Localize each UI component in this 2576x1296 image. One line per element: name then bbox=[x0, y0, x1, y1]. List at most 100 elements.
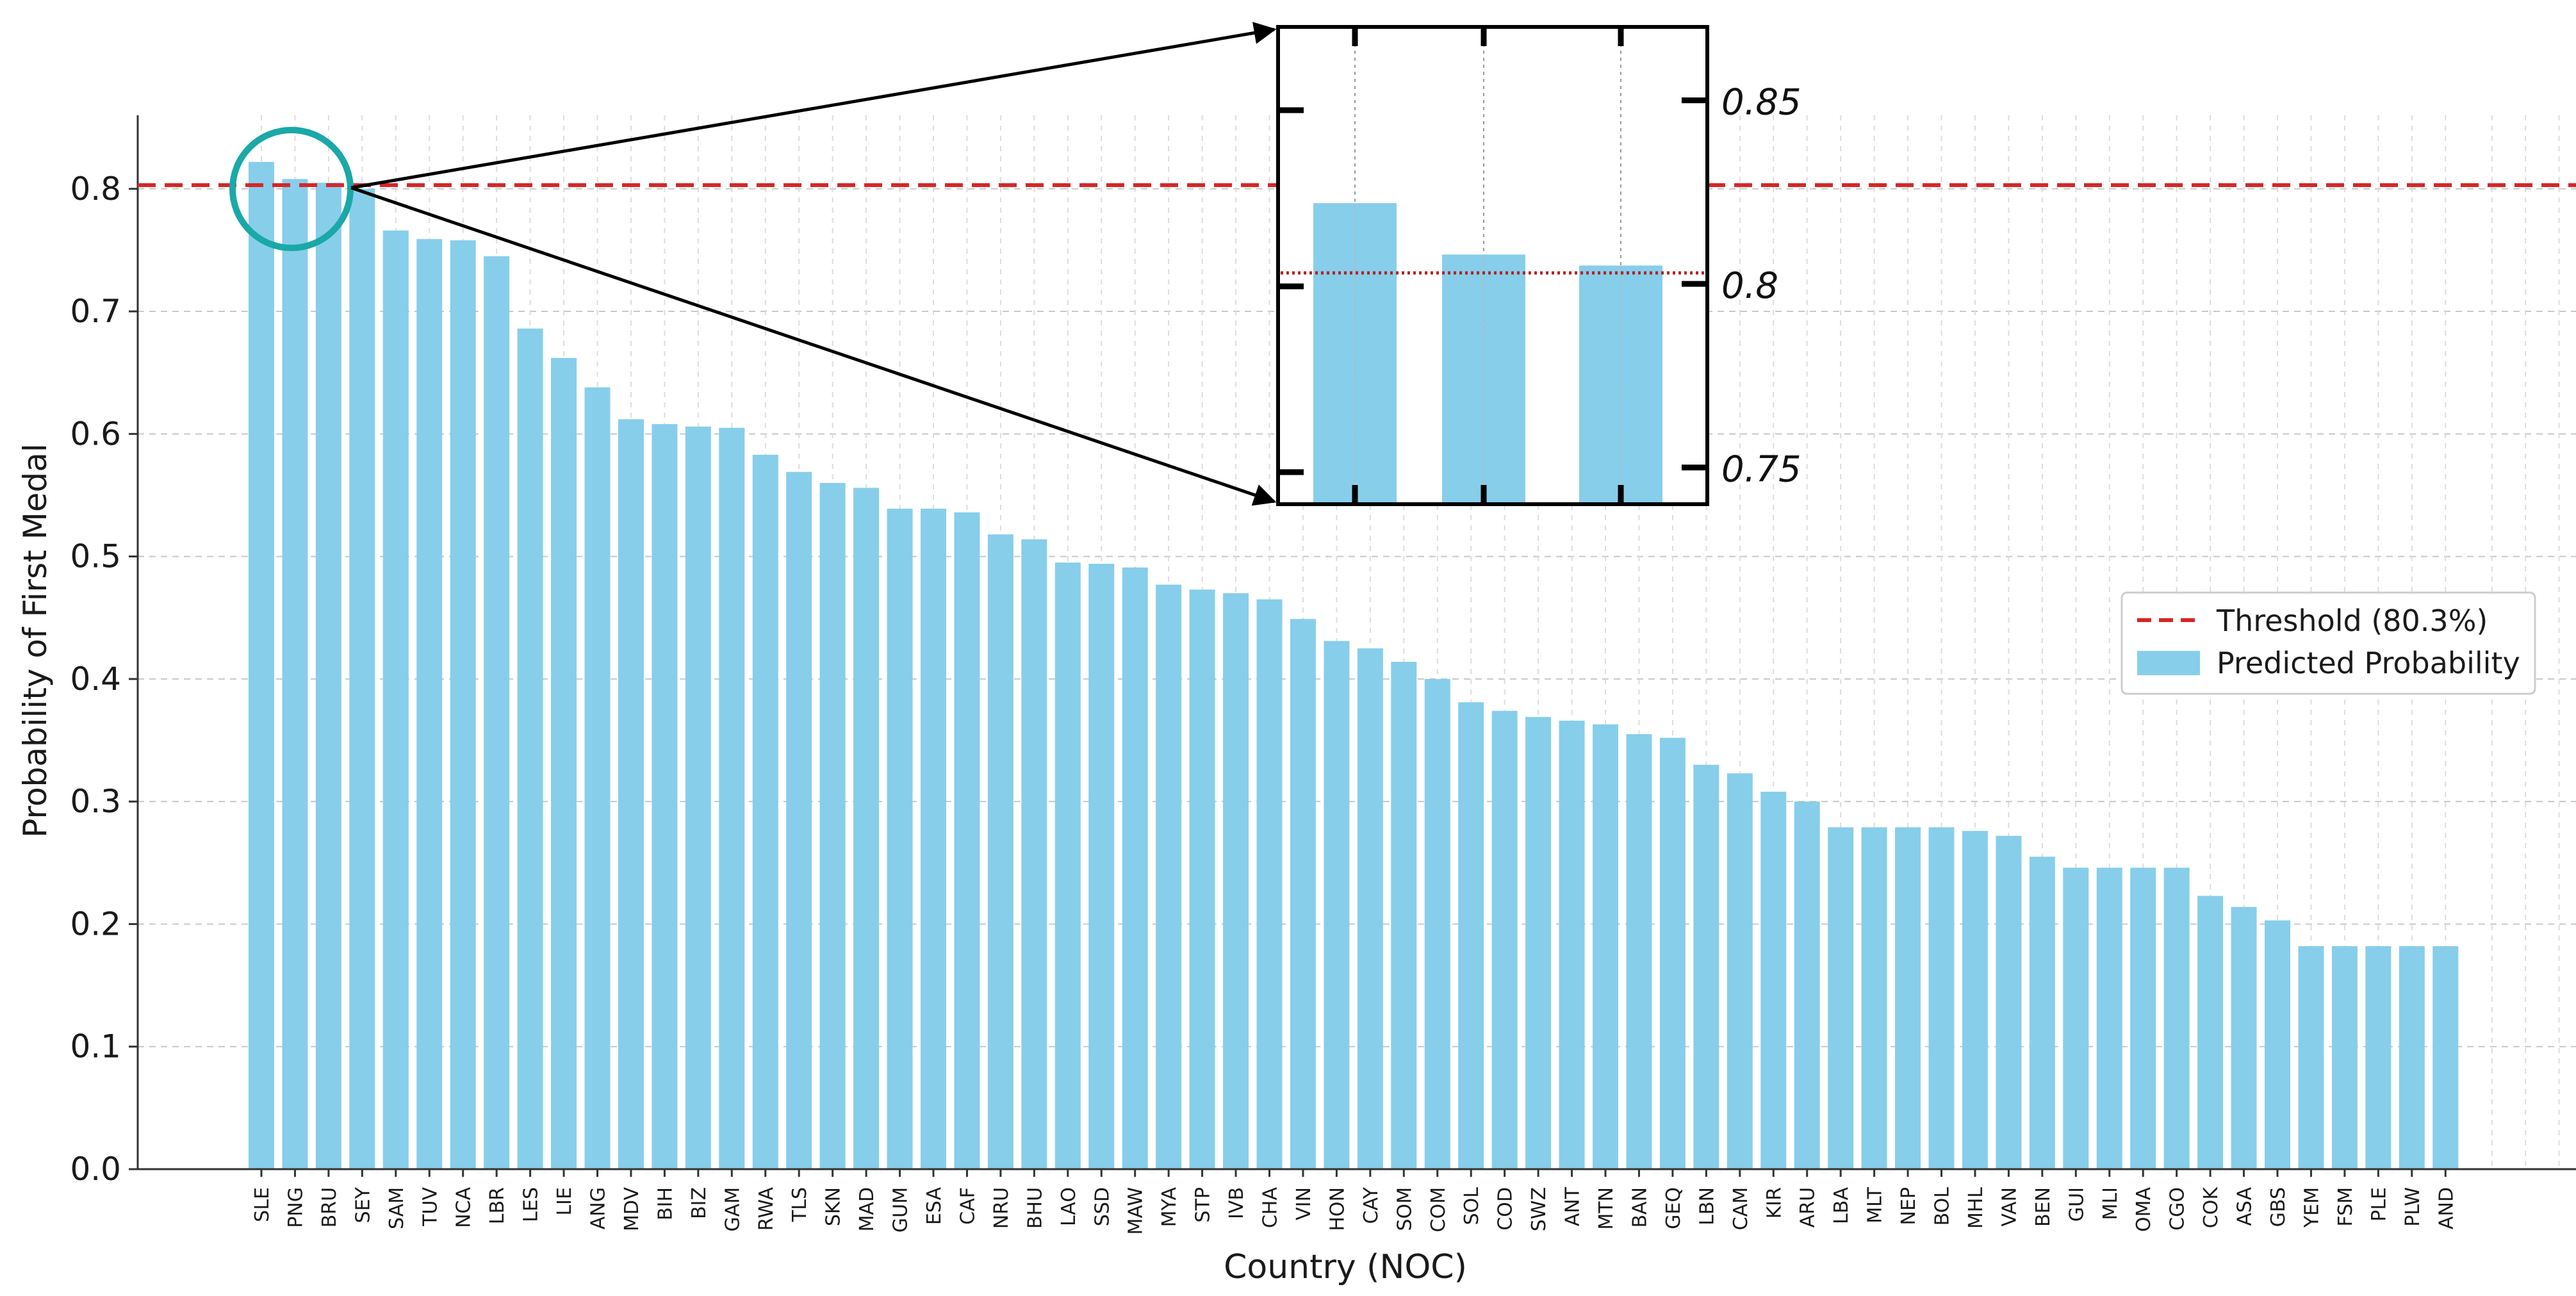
y-tick-label: 0.2 bbox=[70, 905, 121, 942]
bar-caf bbox=[954, 512, 980, 1170]
x-tick-label: ANT bbox=[1562, 1186, 1584, 1226]
bar-lba bbox=[1828, 827, 1854, 1169]
y-axis-title: Probability of First Medal bbox=[17, 443, 54, 838]
x-tick-label: HON bbox=[1326, 1187, 1349, 1231]
x-tick-label: SLE bbox=[251, 1187, 274, 1222]
bar-cod bbox=[1491, 710, 1518, 1169]
x-tick-label: ANG bbox=[587, 1187, 610, 1229]
x-tick-label: BRU bbox=[318, 1187, 341, 1227]
bar-rwa bbox=[752, 454, 778, 1169]
x-tick-label: ESA bbox=[923, 1187, 946, 1226]
x-tick-label: SWZ bbox=[1528, 1187, 1550, 1231]
x-tick-label: IVB bbox=[1226, 1187, 1248, 1219]
bar-som bbox=[1391, 662, 1417, 1169]
bar-com bbox=[1424, 678, 1450, 1169]
x-tick-label: COK bbox=[2200, 1186, 2222, 1229]
zoom-arrow-bottom bbox=[350, 186, 1277, 506]
x-tick-label: CAY bbox=[1360, 1186, 1382, 1224]
y-tick-label: 0.7 bbox=[70, 293, 121, 330]
x-tick-label: SOL bbox=[1461, 1187, 1483, 1226]
bar-yem bbox=[2298, 946, 2324, 1169]
bar-gbs bbox=[2265, 920, 2290, 1169]
inset-y-tick-label: 0.85 bbox=[1721, 82, 1801, 124]
y-tick-label: 0.4 bbox=[70, 660, 121, 698]
bar-swz bbox=[1525, 717, 1552, 1169]
legend-bar-swatch bbox=[2137, 651, 2200, 675]
bar-sle bbox=[249, 161, 274, 1170]
x-axis-title: Country (NOC) bbox=[1224, 1248, 1467, 1286]
bar-plw bbox=[2399, 946, 2425, 1169]
bar-bhu bbox=[1021, 539, 1047, 1169]
bar-ban bbox=[1626, 734, 1652, 1169]
x-tick-label: NRU bbox=[990, 1187, 1013, 1229]
bar-ang bbox=[584, 387, 611, 1169]
bar-png bbox=[282, 179, 308, 1170]
bar-mdv bbox=[618, 419, 644, 1169]
x-tick-label: AND bbox=[2435, 1187, 2457, 1229]
y-tick-label: 0.8 bbox=[70, 170, 121, 208]
bar-asa bbox=[2231, 906, 2257, 1169]
x-tick-label: BAN bbox=[1628, 1187, 1651, 1228]
bar-cha bbox=[1256, 599, 1283, 1169]
bar-nca bbox=[450, 240, 476, 1170]
x-tick-label: MDV bbox=[621, 1187, 643, 1231]
bar-mya bbox=[1156, 584, 1182, 1169]
x-tick-label: LIE bbox=[554, 1187, 576, 1216]
bar-ant bbox=[1559, 720, 1585, 1169]
bar-mlt bbox=[1861, 827, 1887, 1169]
bar-lao bbox=[1054, 562, 1081, 1169]
x-tick-label: MLI bbox=[2099, 1187, 2122, 1220]
bar-van bbox=[1996, 835, 2022, 1169]
zoom-callout-layer bbox=[229, 22, 1277, 506]
x-tick-label: SSD bbox=[1091, 1187, 1113, 1226]
bar-ple bbox=[2365, 946, 2391, 1169]
bar-cgo bbox=[2163, 867, 2190, 1169]
x-tick-label: GAM bbox=[721, 1187, 744, 1232]
x-tick-label: COD bbox=[1495, 1187, 1517, 1231]
x-tick-label: LAO bbox=[1058, 1187, 1080, 1226]
y-tick-label: 0.3 bbox=[70, 783, 121, 820]
bar-ssd bbox=[1088, 564, 1115, 1169]
bar-mtn bbox=[1593, 724, 1618, 1169]
x-tick-label: CAM bbox=[1730, 1187, 1752, 1230]
bar-geq bbox=[1659, 737, 1686, 1169]
legend-threshold-label: Threshold (80.3%) bbox=[2216, 603, 2488, 638]
zoom-highlight-circle bbox=[229, 127, 354, 251]
legend-bar-label: Predicted Probability bbox=[2217, 646, 2520, 680]
x-tick-label: VIN bbox=[1293, 1187, 1315, 1220]
bar-biz bbox=[685, 426, 711, 1169]
x-tick-label: GBS bbox=[2267, 1187, 2290, 1227]
x-tick-label: LBN bbox=[1696, 1187, 1718, 1226]
x-tick-label: MLT bbox=[1864, 1186, 1887, 1223]
bar-nru bbox=[987, 534, 1013, 1169]
bar-kir bbox=[1760, 791, 1787, 1169]
bar-tuv bbox=[416, 239, 443, 1169]
x-tick-label: NCA bbox=[453, 1187, 475, 1228]
x-tick-label: SKN bbox=[823, 1187, 845, 1226]
x-tick-label: CGO bbox=[2167, 1187, 2189, 1231]
bar-mad bbox=[853, 488, 880, 1170]
x-tick-label: NEP bbox=[1898, 1187, 1920, 1226]
x-tick-label: BEN bbox=[2032, 1187, 2055, 1227]
x-tick-label: BIH bbox=[654, 1187, 677, 1220]
bar-esa bbox=[921, 509, 946, 1169]
bar-lbr bbox=[484, 256, 510, 1169]
bar-lbn bbox=[1693, 764, 1719, 1169]
legend-box bbox=[2121, 591, 2536, 695]
y-tick-label: 0.0 bbox=[70, 1151, 121, 1188]
x-tick-label: FSM bbox=[2334, 1187, 2357, 1227]
inset-y-tick-label: 0.75 bbox=[1721, 449, 1801, 491]
x-tick-label: ARU bbox=[1797, 1187, 1819, 1227]
bar-fsm bbox=[2331, 946, 2358, 1169]
inset-y-tick-label: 0.8 bbox=[1721, 265, 1778, 307]
bar-maw bbox=[1122, 567, 1148, 1169]
bar-bol bbox=[1928, 827, 1955, 1169]
bar-tls bbox=[786, 472, 812, 1169]
x-tick-label: GEQ bbox=[1662, 1187, 1685, 1229]
legend: Threshold (80.3%) Predicted Probability bbox=[2121, 591, 2536, 695]
x-tick-label: LBA bbox=[1830, 1187, 1853, 1224]
bar-ivb bbox=[1223, 593, 1249, 1169]
x-tick-label: VAN bbox=[1998, 1187, 2021, 1227]
bar-stp bbox=[1189, 589, 1215, 1169]
